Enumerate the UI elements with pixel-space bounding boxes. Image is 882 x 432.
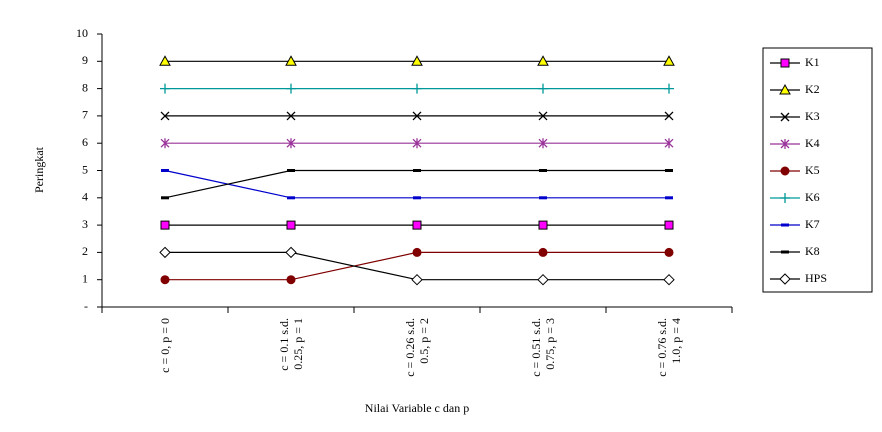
marker [664, 111, 674, 121]
marker [159, 246, 171, 259]
series [159, 55, 675, 66]
x-axis-title: Nilai Variable c dan p [365, 401, 469, 415]
legend-label: HPS [805, 271, 827, 285]
marker [539, 169, 547, 172]
y-tick-label: 1 [82, 271, 88, 285]
legend-marker [781, 250, 789, 254]
marker [538, 220, 548, 230]
y-tick-label: 6 [82, 135, 88, 149]
legend-label: K1 [805, 55, 820, 69]
x-tick-label: c = 0.26 s.d. 0.5, p = 2 [403, 318, 431, 377]
legend-marker [780, 112, 790, 122]
marker [160, 111, 170, 121]
series [160, 247, 674, 285]
series [161, 169, 673, 200]
series-line [164, 169, 669, 199]
series [160, 111, 674, 121]
legend-marker [779, 83, 791, 95]
legend-marker [780, 193, 790, 203]
marker [160, 138, 170, 149]
legend-label: K3 [805, 109, 820, 123]
marker [161, 196, 169, 200]
marker [413, 196, 421, 200]
x-tick-label: c = 0, p = 0 [158, 318, 172, 373]
y-tick-label: 8 [82, 80, 88, 94]
marker [285, 55, 297, 66]
marker [412, 247, 422, 257]
series [159, 246, 675, 286]
series [160, 83, 674, 94]
marker [538, 111, 548, 121]
marker [160, 220, 170, 230]
series [161, 169, 673, 200]
legend-label: K5 [805, 163, 820, 177]
marker [537, 273, 549, 286]
legend-marker [780, 166, 790, 176]
legend-label: K6 [805, 190, 820, 204]
marker [538, 138, 548, 149]
marker [287, 169, 295, 172]
marker [538, 83, 548, 94]
marker [413, 169, 421, 172]
marker [665, 196, 673, 200]
series [160, 220, 674, 230]
y-tick-label: 4 [82, 190, 88, 204]
marker [412, 83, 422, 94]
marker [160, 83, 170, 94]
marker [537, 55, 549, 66]
y-axis-title: Peringkat [32, 146, 46, 193]
marker [161, 169, 169, 172]
marker [663, 273, 675, 286]
marker [285, 246, 297, 259]
marker [412, 111, 422, 121]
legend-marker [780, 58, 790, 68]
legend-label: K8 [805, 244, 820, 258]
x-tick-label: c = 0.76 s.d. 1.0, p = 4 [655, 318, 683, 377]
legend-label: K2 [805, 82, 820, 96]
y-tick-label: 5 [82, 162, 88, 176]
marker [286, 220, 296, 230]
marker [286, 138, 296, 149]
marker [286, 111, 296, 121]
marker [538, 247, 548, 257]
marker [664, 220, 674, 230]
y-tick-label: - [84, 299, 88, 313]
y-tick-label: 3 [82, 217, 88, 231]
series [160, 138, 674, 149]
y-tick-label: 2 [82, 244, 88, 258]
marker [412, 220, 422, 230]
marker [286, 275, 296, 285]
legend-marker [781, 223, 789, 227]
y-tick-label: 10 [76, 26, 88, 40]
x-tick-label: c = 0.1 s.d. 0.25, p = 1 [277, 318, 305, 371]
marker [664, 83, 674, 94]
y-tick-label: 9 [82, 53, 88, 67]
marker [411, 55, 423, 66]
marker [663, 55, 675, 66]
legend-marker [780, 139, 790, 149]
marker [664, 138, 674, 149]
legend-marker [779, 273, 791, 285]
marker [287, 196, 295, 200]
marker [664, 247, 674, 257]
marker [411, 273, 423, 286]
x-tick-label: c = 0.51 s.d. 0.75, p = 3 [529, 318, 557, 377]
marker [286, 83, 296, 94]
y-tick-label: 7 [82, 108, 88, 122]
marker [539, 196, 547, 200]
marker [159, 55, 171, 66]
legend-label: K7 [805, 217, 820, 231]
marker [665, 169, 673, 172]
marker [160, 275, 170, 285]
series-line [164, 169, 669, 199]
legend-label: K4 [805, 136, 820, 150]
marker [412, 138, 422, 149]
